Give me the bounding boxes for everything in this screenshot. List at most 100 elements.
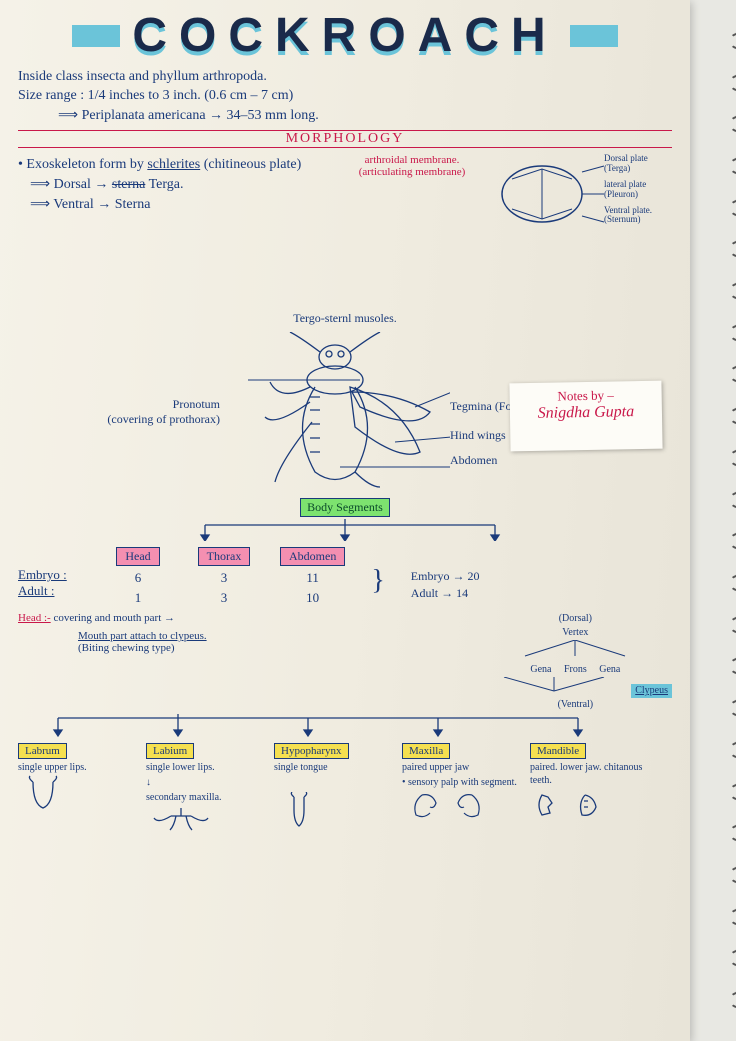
adult-row-label: Adult : xyxy=(18,583,82,599)
ring-icon xyxy=(728,865,736,885)
ring-icon xyxy=(728,698,736,718)
notes-page: COCKROACH Inside class insecta and phyll… xyxy=(0,0,690,1041)
hypopharynx-col: Hypopharynx single tongue xyxy=(274,743,392,837)
morphology-header: MORPHOLOGY xyxy=(18,130,672,148)
vertex-diagram: (Dorsal) Vertex Gena Frons Gena Clypeus … xyxy=(479,612,672,712)
ring-icon xyxy=(728,364,736,384)
row-labels-col: Embryo : Adult : xyxy=(18,547,82,599)
author-signature: Snigdha Gupta xyxy=(516,403,656,423)
exo-text: Exoskeleton form by xyxy=(26,157,143,172)
ring-icon xyxy=(728,323,736,343)
membrane-label: arthroidal membrane. xyxy=(342,154,482,166)
sclerites-note: (chitineous plate) xyxy=(204,157,302,172)
dorsal-label: Dorsal → xyxy=(54,177,109,192)
head-adult-val: 1 xyxy=(108,590,168,606)
mouth-attach-block: Mouth part attach to clypeus. (Biting ch… xyxy=(78,630,449,654)
ring-icon xyxy=(728,823,736,843)
labium-desc: single lower lips. xyxy=(146,761,264,774)
ring-icon xyxy=(728,990,736,1010)
ring-icon xyxy=(728,907,736,927)
ventral-plate-label: Ventral plate. (Sternum) xyxy=(604,206,674,226)
maxilla-label: Maxilla xyxy=(402,743,450,759)
abdomen-adult-val: 10 xyxy=(280,590,345,606)
title-bar-right xyxy=(570,25,618,47)
hypopharynx-desc: single tongue xyxy=(274,761,392,774)
ring-icon xyxy=(728,656,736,676)
abdomen-label: Abdomen xyxy=(450,453,610,468)
body-segments-header-row: Body Segments xyxy=(18,498,672,517)
ring-icon xyxy=(728,73,736,93)
thorax-col: Thorax 3 3 xyxy=(194,547,254,606)
ring-icon xyxy=(728,239,736,259)
frons-label: Frons xyxy=(564,664,587,675)
ventral-line: Ventral → Sterna xyxy=(30,196,332,213)
membrane-note: (articulating membrane) xyxy=(342,166,482,178)
ring-icon xyxy=(728,406,736,426)
size-range-line: Size range : 1/4 inches to 3 inch. (0.6 … xyxy=(18,88,672,104)
labrum-desc: single upper lips. xyxy=(18,761,136,774)
labium-icon xyxy=(146,804,216,834)
mouth-attach-text: Mouth part attach to clypeus. xyxy=(78,630,449,642)
gena-left: Gena xyxy=(530,664,551,675)
membrane-block: arthroidal membrane. (articulating membr… xyxy=(342,154,482,178)
brace-icon: } xyxy=(371,565,384,597)
mouth-parts-row: Labrum single upper lips. Labium single … xyxy=(18,743,672,837)
labrum-label: Labrum xyxy=(18,743,67,759)
thorax-embryo-val: 3 xyxy=(194,570,254,586)
lateral-plate-label: lateral plate (Pleuron) xyxy=(604,180,674,200)
terga-text: Terga. xyxy=(149,177,184,192)
abdomen-col: Abdomen 11 10 xyxy=(280,547,345,606)
gena-frons-row: Gena Frons Gena xyxy=(479,663,672,677)
ring-icon xyxy=(728,281,736,301)
sclerites-text: schlerites xyxy=(147,157,200,172)
mandible-icon xyxy=(530,787,610,821)
mandible-label: Mandible xyxy=(530,743,586,759)
ring-icon xyxy=(728,448,736,468)
maxilla-col: Maxilla paired upper jaw • sensory palp … xyxy=(402,743,520,837)
vertex-dorsal: (Dorsal) xyxy=(479,612,672,626)
body-segments-label: Body Segments xyxy=(300,498,390,517)
labrum-icon xyxy=(18,774,68,814)
head-label: Head :- xyxy=(18,612,51,624)
ring-icon xyxy=(728,490,736,510)
maxilla-desc: paired upper jaw xyxy=(402,761,520,774)
pronotum-note: (covering of prothorax) xyxy=(80,412,220,427)
body-diagram-row: Pronotum (covering of prothorax) Tegmina… xyxy=(18,332,672,492)
embryo-total: Embryo → 20 xyxy=(411,569,480,584)
ring-icon xyxy=(728,114,736,134)
abdomen-embryo-val: 11 xyxy=(280,570,345,586)
embryo-row-label: Embryo : xyxy=(18,567,82,583)
pronotum-label: Pronotum (covering of prothorax) xyxy=(80,397,220,427)
head-header: Head xyxy=(116,547,159,566)
thorax-adult-val: 3 xyxy=(194,590,254,606)
ring-icon xyxy=(728,531,736,551)
ring-icon xyxy=(728,615,736,635)
totals-col: Embryo → 20 Adult → 14 xyxy=(411,569,480,601)
sterna-strike: sterna xyxy=(112,177,145,192)
abdomen-header: Abdomen xyxy=(280,547,345,566)
head-col: Head 6 1 xyxy=(108,547,168,606)
mandible-desc: paired. lower jaw. chitanous teeth. xyxy=(530,761,648,787)
notes-by-card: Notes by – Snigdha Gupta xyxy=(509,381,662,452)
hypopharynx-icon xyxy=(274,792,324,832)
mouth-type-text: (Biting chewing type) xyxy=(78,642,449,654)
title-bar-left xyxy=(72,25,120,47)
dorsal-line: Dorsal → sterna Terga. xyxy=(30,176,332,193)
mandible-col: Mandible paired. lower jaw. chitanous te… xyxy=(530,743,648,837)
thorax-header: Thorax xyxy=(198,547,251,566)
species-line: Periplanata americana → 34–53 mm long. xyxy=(58,107,672,124)
head-desc: covering and mouth part → xyxy=(53,612,175,624)
segments-arrows-svg xyxy=(95,517,595,541)
pronotum-text: Pronotum xyxy=(80,397,220,412)
exoskeleton-line: • Exoskeleton form by schlerites (chitin… xyxy=(18,157,332,173)
ring-icon xyxy=(728,740,736,760)
ring-icon xyxy=(728,156,736,176)
labium-col: Labium single lower lips. ↓ secondary ma… xyxy=(146,743,264,837)
segments-table: Embryo : Adult : Head 6 1 Thorax 3 3 Abd… xyxy=(18,547,672,606)
tergo-sternal-label: Tergo-sternl musoles. xyxy=(18,311,672,326)
vertex-label: Vertex xyxy=(479,626,672,640)
vertex-ventral: (Ventral) xyxy=(479,698,672,712)
page-title: COCKROACH xyxy=(132,8,557,63)
ring-icon xyxy=(728,948,736,968)
ring-icon xyxy=(728,198,736,218)
